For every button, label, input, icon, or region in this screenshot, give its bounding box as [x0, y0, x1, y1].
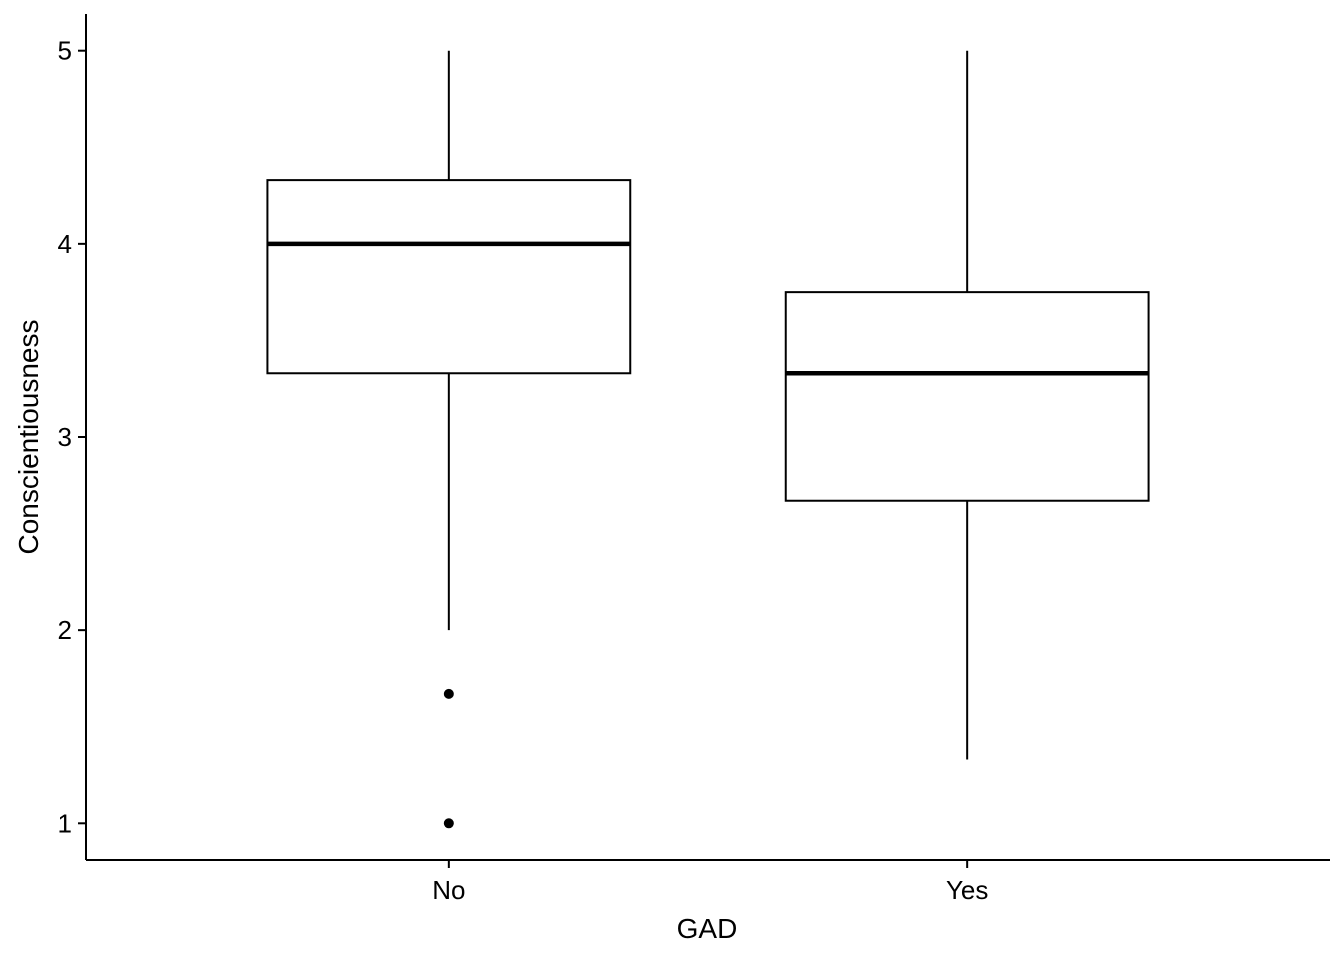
box-group-no — [266, 50, 632, 829]
y-tick-label: 4 — [58, 229, 72, 259]
y-tick-label: 3 — [58, 422, 72, 452]
box-body — [784, 291, 1150, 502]
tick-labels: 1 2 3 4 5 No Yes — [58, 36, 989, 905]
plot-area — [266, 50, 1150, 829]
y-axis-title: Conscientiousness — [13, 319, 44, 554]
x-tick-label: No — [432, 875, 465, 905]
box-group-yes — [784, 50, 1150, 760]
outlier-point — [443, 688, 454, 699]
x-tick-label: Yes — [946, 875, 988, 905]
y-tick-label: 2 — [58, 615, 72, 645]
y-tick-label: 1 — [58, 808, 72, 838]
y-tick-label: 5 — [58, 36, 72, 66]
box-body — [266, 179, 632, 375]
x-axis-title: GAD — [677, 913, 738, 944]
outlier-point — [443, 818, 454, 829]
